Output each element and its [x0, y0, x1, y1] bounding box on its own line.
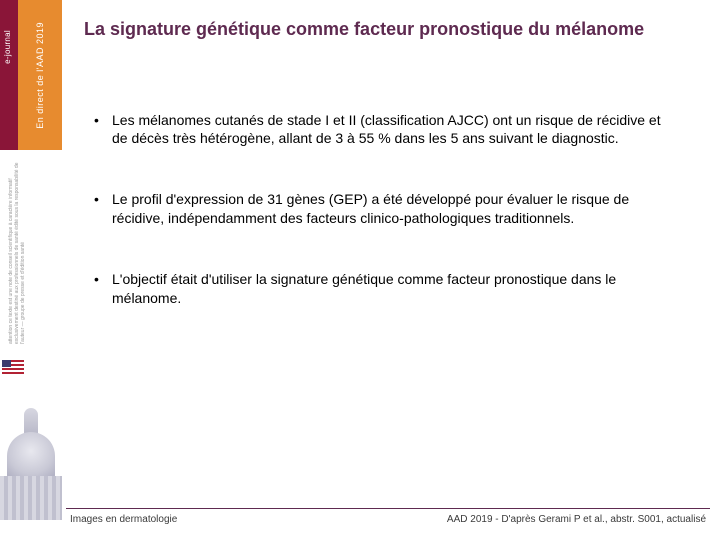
- footer-divider: [66, 508, 710, 509]
- slide-content: La signature génétique comme facteur pro…: [84, 18, 696, 498]
- bullet-item: Le profil d'expression de 31 gènes (GEP)…: [112, 190, 696, 228]
- capitol-dome: [7, 432, 55, 480]
- capitol-illustration: [0, 350, 62, 520]
- slide-footer: Images en dermatologie AAD 2019 - D'aprè…: [0, 508, 720, 540]
- badge-journal-label: e-journal: [3, 30, 12, 64]
- footer-left-text: Images en dermatologie: [70, 514, 177, 525]
- footer-right-text: AAD 2019 - D'après Gerami P et al., abst…: [447, 514, 706, 525]
- bullet-item: L'objectif était d'utiliser la signature…: [112, 270, 696, 308]
- sidebar-disclaimer-text: attention ce texte est une note de conse…: [8, 154, 26, 344]
- bullet-item: Les mélanomes cutanés de stade I et II (…: [112, 111, 696, 149]
- sidebar: e-journal En direct de l'AAD 2019 attent…: [0, 0, 62, 540]
- slide-title: La signature génétique comme facteur pro…: [84, 18, 696, 41]
- badge-event-label: En direct de l'AAD 2019: [35, 22, 45, 129]
- badge-orange-strip: En direct de l'AAD 2019: [18, 0, 62, 150]
- bullet-list: Les mélanomes cutanés de stade I et II (…: [84, 111, 696, 308]
- sidebar-disclaimer-block: attention ce texte est une note de conse…: [0, 150, 62, 350]
- us-flag-icon: [2, 360, 24, 374]
- badge-maroon-strip: e-journal: [0, 0, 18, 150]
